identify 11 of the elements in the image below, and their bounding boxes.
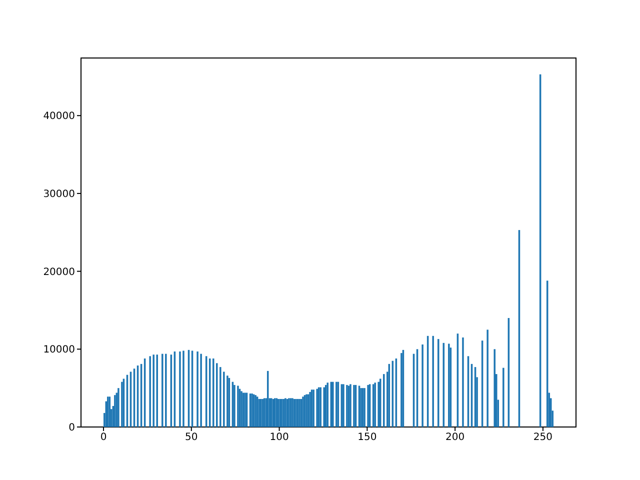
y-tick-label: 40000 (43, 111, 75, 122)
y-tick-label: 10000 (43, 344, 75, 356)
x-tick-label: 0 (100, 432, 107, 444)
x-tick-label: 100 (270, 432, 289, 444)
x-tick-label: 250 (533, 432, 552, 444)
x-tick-label: 50 (185, 432, 198, 444)
x-tick-label: 200 (446, 432, 465, 444)
y-tick-label: 20000 (43, 266, 75, 278)
y-tick-label: 0 (68, 422, 75, 434)
x-tick-label: 150 (358, 432, 377, 444)
y-tick-label: 30000 (43, 189, 75, 200)
